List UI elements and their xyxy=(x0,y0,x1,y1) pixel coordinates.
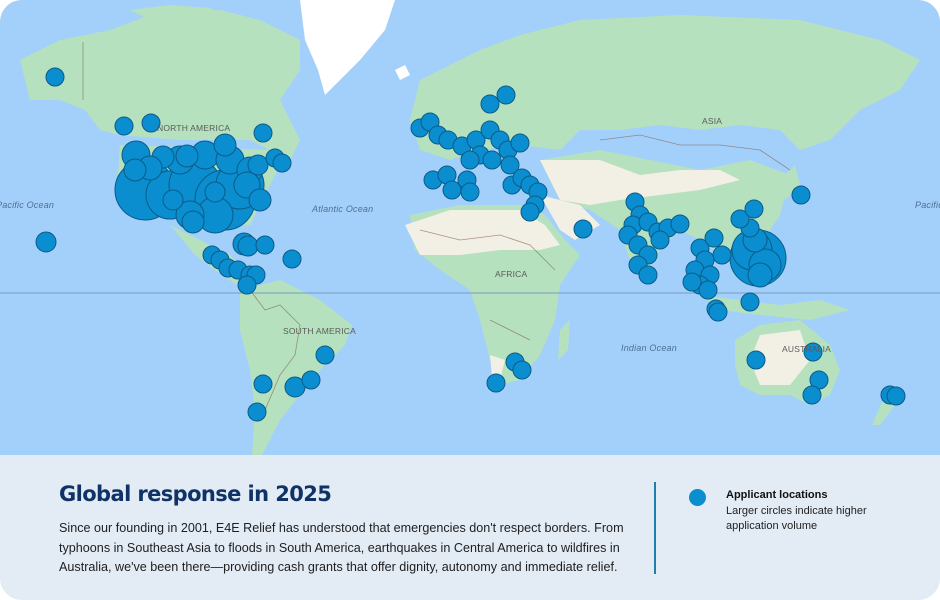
panel-body: Since our founding in 2001, E4E Relief h… xyxy=(59,521,624,574)
continent-label-australia: AUSTRALIA xyxy=(782,344,832,354)
circle-marker-icon xyxy=(689,489,706,506)
continent-label-africa: AFRICA xyxy=(495,269,528,279)
continent-label-north-america: NORTH AMERICA xyxy=(157,123,231,133)
ocean-label-pacific-east: Pacific xyxy=(915,200,940,210)
ocean-label-pacific-west: Pacific Ocean xyxy=(0,200,55,210)
legend-title: Applicant locations xyxy=(726,489,828,501)
ice-layer xyxy=(300,0,410,95)
desert-layer xyxy=(405,160,810,385)
continent-label-asia: ASIA xyxy=(702,116,723,126)
applicant-markers xyxy=(35,67,906,422)
info-panel: Global response in 2025 Since our foundi… xyxy=(0,455,940,600)
panel-title: Global response in 2025 xyxy=(59,482,332,506)
legend-description: Larger circles indicate higher applicati… xyxy=(726,505,867,532)
ocean-label-atlantic: Atlantic Ocean xyxy=(312,204,374,214)
border-lines xyxy=(82,42,791,411)
ocean-label-indian: Indian Ocean xyxy=(621,343,677,353)
panel-divider xyxy=(654,482,656,574)
world-map[interactable]: Pacific Ocean Atlantic Ocean Indian Ocea… xyxy=(0,0,940,455)
continent-label-south-america: SOUTH AMERICA xyxy=(283,326,356,336)
map-canvas xyxy=(0,0,940,455)
